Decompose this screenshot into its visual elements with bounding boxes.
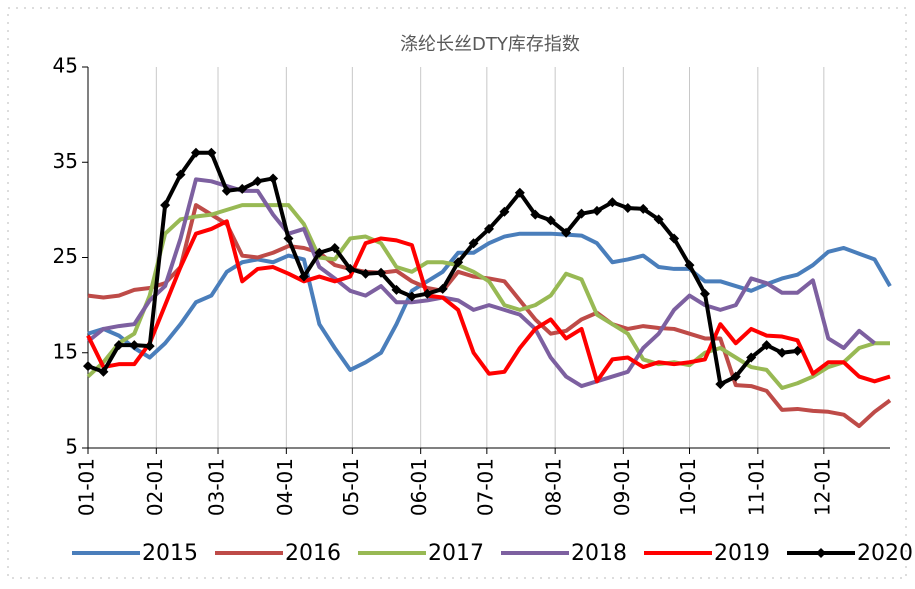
point-marker bbox=[761, 340, 772, 351]
x-tick-label: 07-01 bbox=[473, 458, 497, 516]
point-marker bbox=[329, 242, 340, 253]
y-tick-label: 15 bbox=[53, 339, 78, 363]
legend-marker bbox=[816, 548, 826, 558]
y-tick-label: 5 bbox=[65, 435, 78, 459]
legend-label: 2016 bbox=[285, 541, 341, 566]
series-line bbox=[86, 203, 890, 390]
legend-label: 2020 bbox=[857, 541, 913, 566]
x-tick-label: 10-01 bbox=[676, 458, 700, 516]
x-tick-label: 04-01 bbox=[273, 458, 297, 516]
x-tick-label: 05-01 bbox=[339, 458, 363, 516]
legend-label: 2017 bbox=[428, 541, 484, 566]
point-marker bbox=[113, 340, 124, 351]
point-marker bbox=[777, 347, 788, 358]
x-tick-label: 02-01 bbox=[143, 458, 167, 516]
point-marker bbox=[730, 371, 741, 382]
point-marker bbox=[607, 197, 618, 208]
legend-label: 2015 bbox=[142, 541, 198, 566]
point-marker bbox=[699, 288, 710, 299]
point-marker bbox=[576, 208, 587, 219]
point-marker bbox=[622, 202, 633, 213]
point-marker bbox=[422, 288, 433, 299]
point-marker bbox=[406, 291, 417, 302]
x-tick-label: 08-01 bbox=[542, 458, 566, 516]
point-marker bbox=[561, 227, 572, 238]
point-marker bbox=[160, 200, 171, 211]
series-line bbox=[86, 219, 891, 384]
y-tick-label: 35 bbox=[53, 149, 78, 173]
point-marker bbox=[190, 147, 201, 158]
x-tick-label: 01-01 bbox=[75, 458, 99, 516]
point-marker bbox=[792, 345, 803, 356]
point-marker bbox=[391, 284, 402, 295]
point-marker bbox=[129, 340, 140, 351]
series-line bbox=[87, 203, 892, 429]
legend-label: 2019 bbox=[714, 541, 770, 566]
x-tick-label: 06-01 bbox=[407, 458, 431, 516]
y-tick-label: 25 bbox=[53, 244, 78, 268]
point-marker bbox=[314, 247, 325, 258]
point-marker bbox=[144, 341, 155, 352]
point-marker bbox=[98, 366, 109, 377]
point-marker bbox=[237, 183, 248, 194]
point-marker bbox=[530, 209, 541, 220]
x-tick-label: 09-01 bbox=[610, 458, 634, 516]
point-marker bbox=[345, 263, 356, 274]
y-tick-label: 45 bbox=[53, 54, 78, 78]
point-marker bbox=[746, 352, 757, 363]
point-marker bbox=[499, 206, 510, 217]
point-marker bbox=[252, 176, 263, 187]
point-marker bbox=[715, 379, 726, 390]
point-marker bbox=[684, 260, 695, 271]
point-marker bbox=[638, 203, 649, 214]
x-tick-label: 03-01 bbox=[205, 458, 229, 516]
point-marker bbox=[669, 233, 680, 244]
x-tick-label: 11-01 bbox=[744, 458, 768, 516]
point-marker bbox=[221, 185, 232, 196]
legend-label: 2018 bbox=[571, 541, 627, 566]
point-marker bbox=[268, 173, 279, 184]
point-marker bbox=[514, 187, 525, 198]
series-line bbox=[86, 177, 876, 389]
point-marker bbox=[298, 271, 309, 282]
point-marker bbox=[653, 214, 664, 225]
x-tick-label: 12-01 bbox=[810, 458, 834, 516]
point-marker bbox=[360, 268, 371, 279]
chart-title: 涤纶长丝DTY库存指数 bbox=[400, 34, 580, 55]
point-marker bbox=[376, 267, 387, 278]
point-marker bbox=[468, 238, 479, 249]
point-marker bbox=[484, 223, 494, 234]
point-marker bbox=[437, 283, 448, 294]
point-marker bbox=[83, 361, 93, 372]
point-marker bbox=[591, 205, 602, 216]
point-marker bbox=[453, 257, 464, 268]
point-marker bbox=[175, 169, 186, 180]
point-marker bbox=[283, 233, 294, 244]
series-line bbox=[87, 231, 892, 372]
point-marker bbox=[545, 215, 556, 226]
point-marker bbox=[206, 147, 217, 158]
